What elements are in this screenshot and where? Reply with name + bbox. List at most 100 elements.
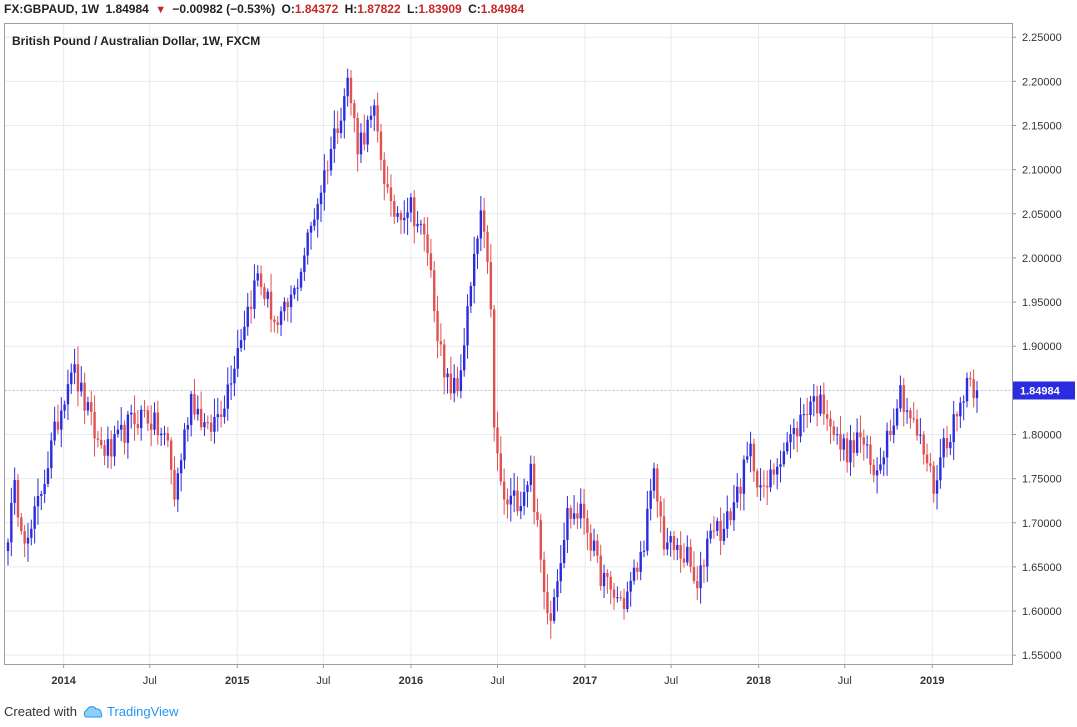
candle-body bbox=[602, 573, 606, 587]
candle-body bbox=[815, 396, 819, 414]
candle bbox=[702, 559, 706, 584]
candle bbox=[63, 400, 66, 419]
y-tick-label: 2.05000 bbox=[1022, 209, 1062, 221]
candle bbox=[536, 498, 539, 527]
candle-body bbox=[902, 385, 905, 412]
x-tick-label: 2014 bbox=[51, 675, 76, 687]
candle bbox=[562, 522, 566, 569]
candle-body bbox=[113, 434, 116, 457]
candle bbox=[416, 211, 419, 233]
candle-body bbox=[646, 508, 649, 551]
candle-body bbox=[689, 546, 692, 567]
candle bbox=[472, 236, 476, 304]
candle bbox=[426, 216, 429, 266]
candle bbox=[303, 247, 306, 281]
candle-body bbox=[935, 480, 939, 494]
candle-body bbox=[246, 306, 249, 327]
candle-body bbox=[835, 434, 839, 436]
candle bbox=[939, 438, 942, 489]
candle-body bbox=[732, 502, 736, 521]
candlestick-chart[interactable]: 1.55000 1.60000 1.65000 1.70000 1.75000 1.800… bbox=[0, 0, 1077, 700]
candle bbox=[93, 395, 96, 457]
candle bbox=[100, 426, 103, 449]
low-label: L: bbox=[407, 2, 419, 16]
candle-body bbox=[203, 422, 206, 428]
candle bbox=[729, 507, 732, 526]
candle-body bbox=[822, 394, 826, 415]
candle bbox=[346, 68, 349, 107]
candle-body bbox=[219, 414, 223, 417]
candle bbox=[163, 425, 166, 446]
candle bbox=[842, 433, 846, 461]
candle bbox=[679, 531, 682, 573]
candles bbox=[6, 68, 979, 639]
candle-body bbox=[569, 507, 572, 519]
candle-body bbox=[596, 540, 599, 556]
candle bbox=[612, 582, 616, 610]
candle-body bbox=[829, 418, 832, 427]
candle-body bbox=[932, 465, 935, 494]
candle-body bbox=[706, 538, 709, 567]
candle bbox=[459, 354, 463, 399]
candle-body bbox=[959, 402, 962, 417]
candle bbox=[276, 315, 279, 334]
candle-body bbox=[939, 457, 942, 481]
candle bbox=[592, 528, 596, 557]
candle bbox=[749, 431, 752, 473]
candle-body bbox=[60, 410, 63, 430]
candle-body bbox=[406, 212, 409, 218]
candle-body bbox=[702, 565, 706, 567]
candle-body bbox=[942, 438, 945, 458]
candle-body bbox=[925, 454, 929, 464]
candle-body bbox=[239, 340, 243, 348]
candle bbox=[919, 418, 922, 445]
candle bbox=[199, 391, 203, 431]
candle-body bbox=[209, 422, 213, 432]
tradingview-link[interactable]: TradingView bbox=[81, 704, 179, 719]
candle bbox=[26, 523, 30, 562]
candle bbox=[433, 261, 436, 323]
candle bbox=[839, 416, 842, 462]
candle bbox=[176, 467, 180, 512]
candle-body bbox=[70, 372, 73, 385]
candle bbox=[249, 290, 253, 324]
candle bbox=[716, 517, 719, 537]
candle bbox=[263, 283, 266, 306]
candle-body bbox=[103, 445, 106, 456]
candle bbox=[446, 367, 449, 394]
symbol-label[interactable]: FX:GBPAUD, 1W bbox=[4, 2, 100, 16]
candle bbox=[569, 505, 572, 529]
candle-body bbox=[130, 412, 133, 415]
candle bbox=[436, 295, 439, 359]
candle bbox=[233, 355, 236, 397]
candle bbox=[959, 397, 962, 429]
tradingview-brand: TradingView bbox=[106, 704, 179, 719]
candle-body bbox=[889, 430, 892, 435]
candle bbox=[336, 110, 339, 144]
candle bbox=[389, 174, 393, 217]
candle-body bbox=[213, 417, 216, 432]
candle-body bbox=[899, 385, 902, 409]
candle bbox=[273, 315, 276, 333]
candle-body bbox=[453, 378, 456, 394]
candle-body bbox=[636, 567, 639, 572]
candle-body bbox=[576, 513, 579, 519]
plot-area-frame bbox=[4, 23, 1013, 665]
candle bbox=[652, 462, 656, 499]
candle-body bbox=[502, 481, 506, 500]
candle bbox=[70, 363, 73, 394]
candle bbox=[795, 421, 799, 453]
candle bbox=[779, 450, 782, 483]
candle bbox=[469, 281, 473, 314]
candle bbox=[246, 292, 249, 336]
candle-body bbox=[416, 223, 419, 227]
candle-body bbox=[875, 470, 879, 476]
candle-body bbox=[785, 442, 789, 452]
candle bbox=[506, 488, 509, 519]
candle-body bbox=[419, 223, 423, 225]
candle bbox=[512, 472, 516, 513]
candle bbox=[895, 399, 899, 430]
candle-body bbox=[559, 563, 562, 582]
candle-body bbox=[40, 494, 43, 496]
candle-body bbox=[273, 319, 276, 323]
